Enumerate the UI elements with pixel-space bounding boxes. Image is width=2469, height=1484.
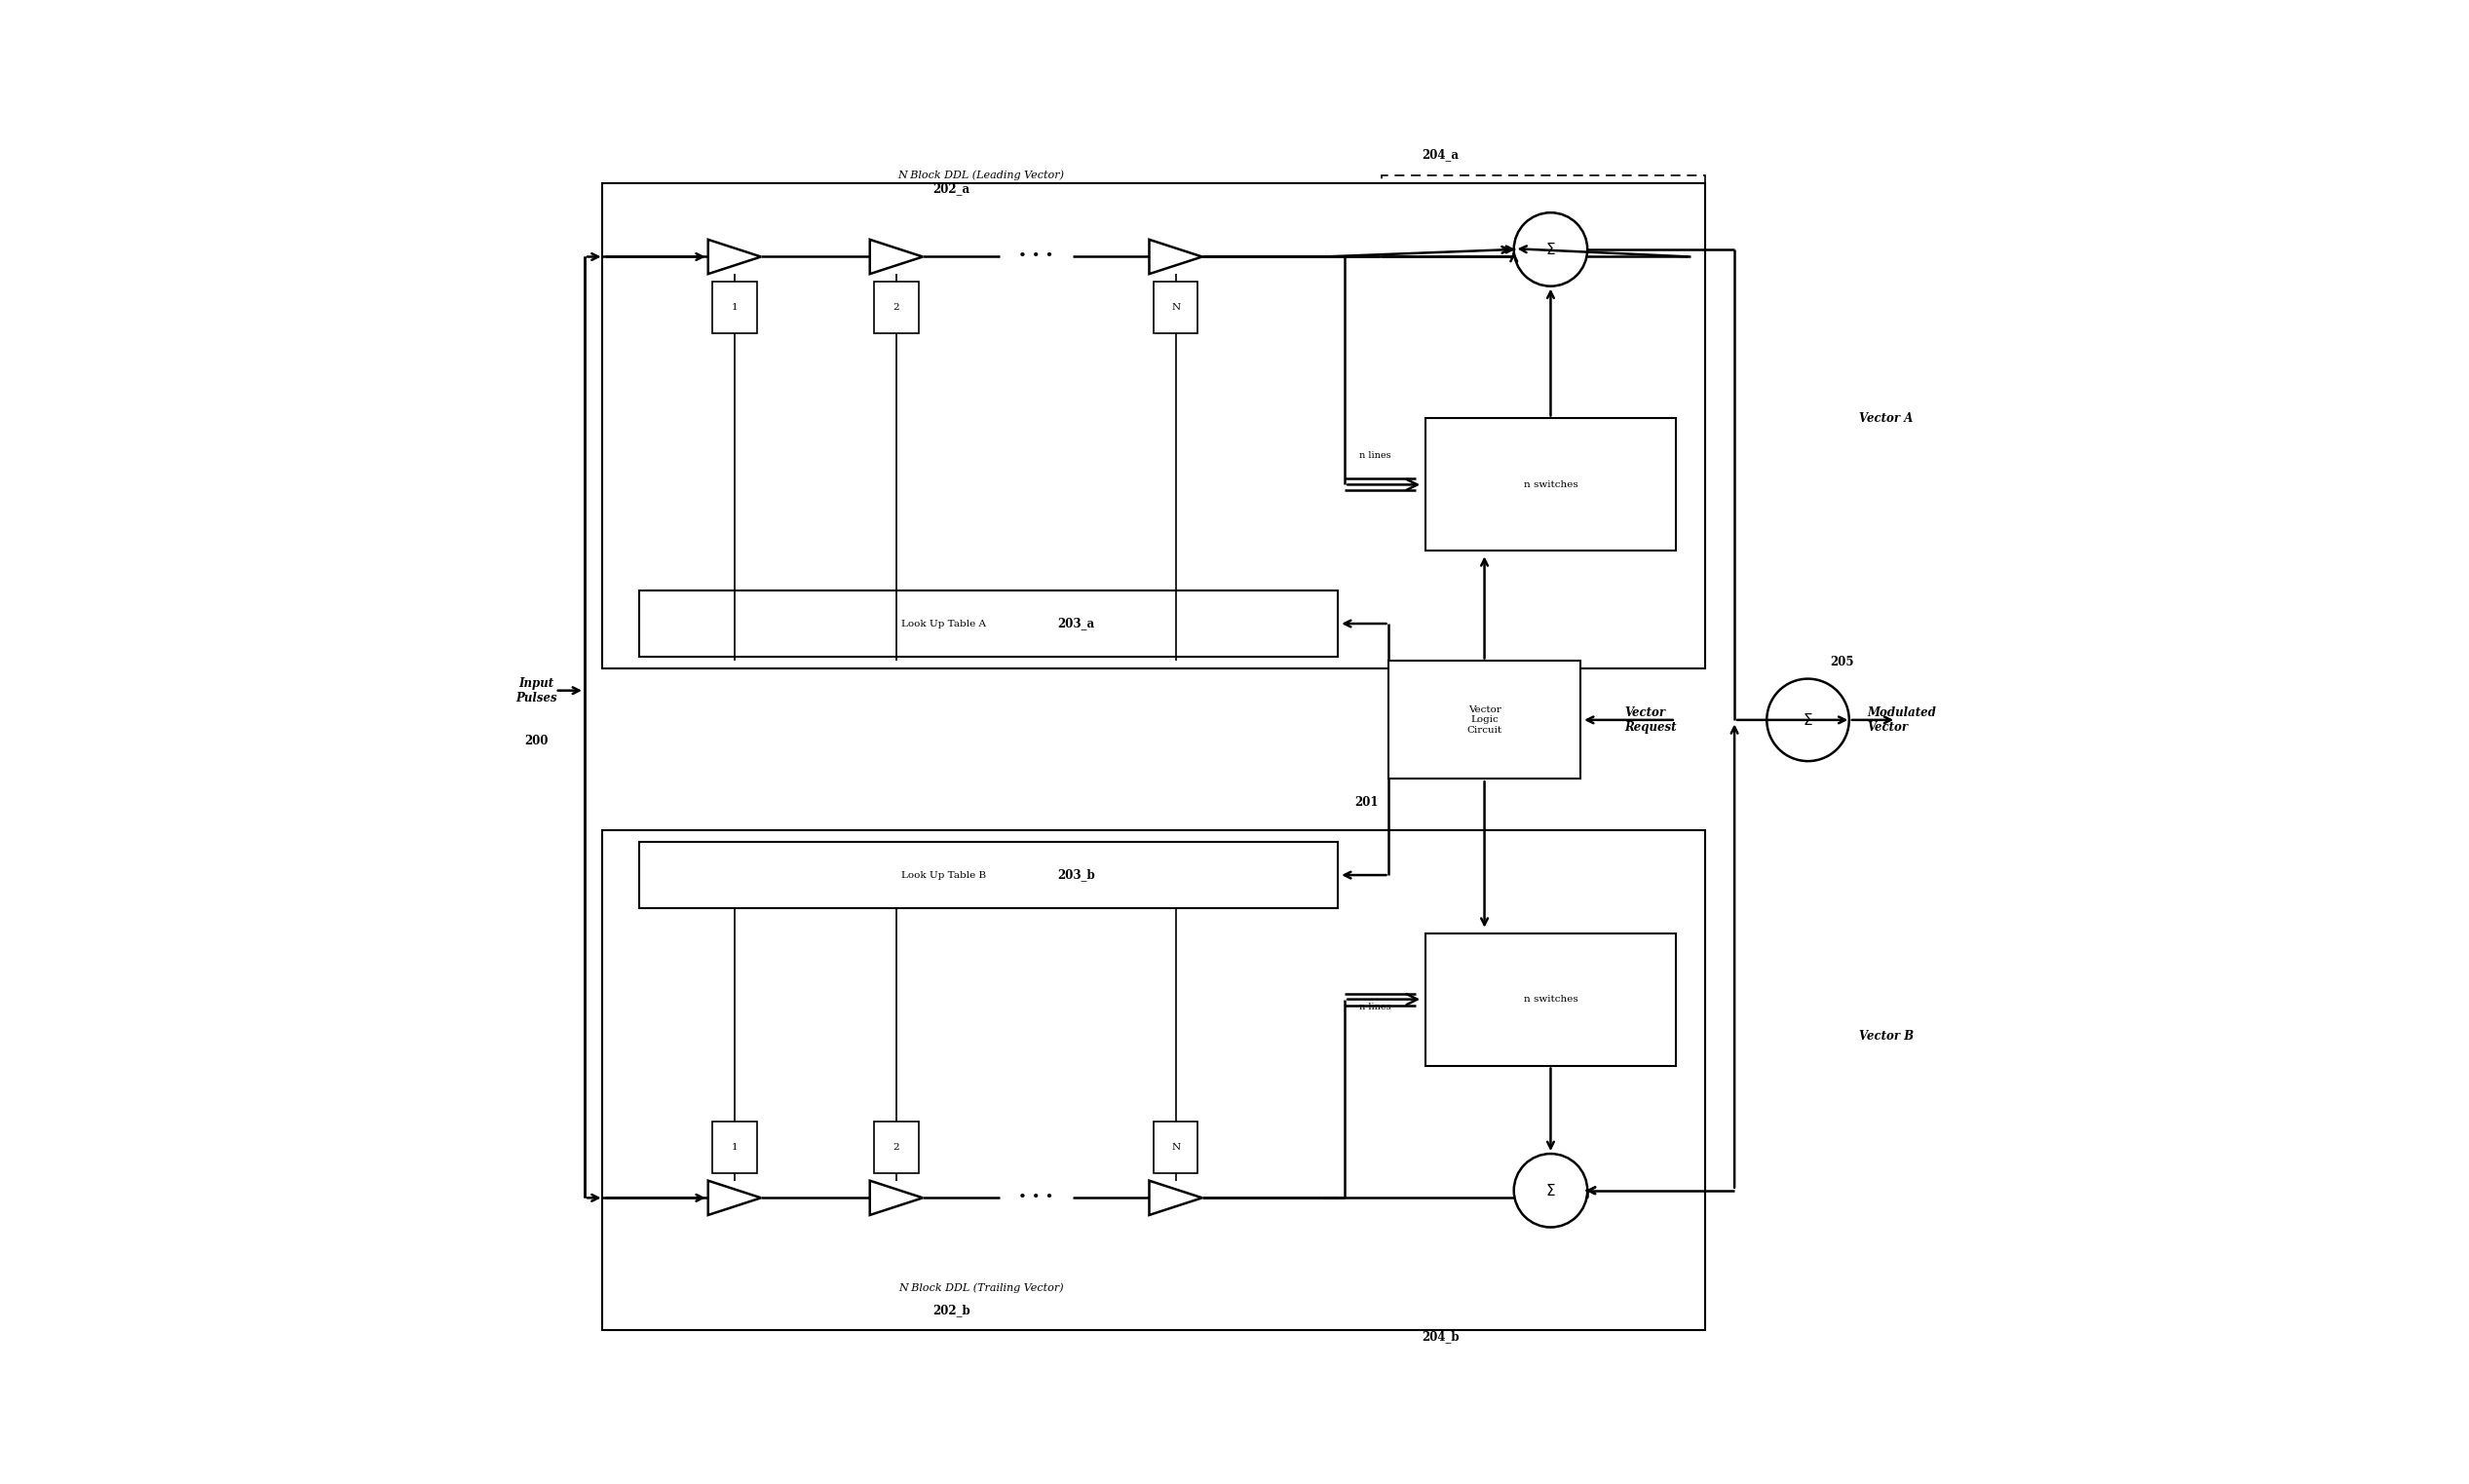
Text: N: N — [1170, 303, 1180, 312]
Text: 1: 1 — [731, 303, 738, 312]
Text: 2: 2 — [894, 1143, 899, 1152]
Polygon shape — [1148, 239, 1202, 275]
Text: Vector A: Vector A — [1859, 413, 1913, 424]
Text: 205: 205 — [1830, 656, 1854, 668]
Text: N Block DDL (Trailing Vector): N Block DDL (Trailing Vector) — [899, 1284, 1064, 1294]
Text: n switches: n switches — [1523, 481, 1578, 490]
Text: 202_b: 202_b — [933, 1304, 970, 1316]
FancyBboxPatch shape — [714, 282, 756, 332]
Text: Vector
Logic
Circuit: Vector Logic Circuit — [1467, 705, 1501, 735]
Text: N: N — [1170, 1143, 1180, 1152]
Text: Vector
Request: Vector Request — [1625, 706, 1676, 733]
Text: Input
Pulses: Input Pulses — [516, 677, 558, 705]
FancyBboxPatch shape — [714, 1122, 756, 1174]
Text: n switches: n switches — [1523, 994, 1578, 1003]
FancyBboxPatch shape — [874, 1122, 918, 1174]
Text: 2: 2 — [894, 303, 899, 312]
FancyBboxPatch shape — [1153, 282, 1197, 332]
FancyBboxPatch shape — [602, 830, 1706, 1330]
Text: 201: 201 — [1355, 797, 1378, 809]
Text: • • •: • • • — [1017, 1192, 1054, 1205]
FancyBboxPatch shape — [1425, 418, 1676, 551]
Text: 1: 1 — [731, 1143, 738, 1152]
Polygon shape — [869, 1181, 923, 1215]
Text: 203_b: 203_b — [1057, 868, 1096, 881]
Text: 204_a: 204_a — [1422, 148, 1459, 162]
FancyBboxPatch shape — [602, 183, 1706, 668]
Text: Look Up Table B: Look Up Table B — [901, 871, 988, 880]
Text: Vector B: Vector B — [1859, 1030, 1913, 1042]
FancyBboxPatch shape — [1390, 662, 1580, 779]
Text: • • •: • • • — [1017, 249, 1054, 264]
Polygon shape — [1148, 1181, 1202, 1215]
FancyBboxPatch shape — [1153, 1122, 1197, 1174]
Text: n lines: n lines — [1360, 451, 1390, 460]
FancyBboxPatch shape — [874, 282, 918, 332]
FancyBboxPatch shape — [1425, 933, 1676, 1066]
Text: Look Up Table A: Look Up Table A — [901, 619, 988, 628]
Polygon shape — [709, 1181, 760, 1215]
Text: 203_a: 203_a — [1057, 617, 1096, 631]
Text: n lines: n lines — [1360, 1002, 1390, 1011]
Circle shape — [1768, 678, 1849, 761]
Polygon shape — [869, 239, 923, 275]
Text: $\Sigma$: $\Sigma$ — [1802, 712, 1812, 727]
Text: 202_a: 202_a — [933, 183, 970, 194]
Text: N Block DDL (Leading Vector): N Block DDL (Leading Vector) — [899, 171, 1064, 180]
Text: 200: 200 — [523, 735, 548, 748]
Text: Modulated
Vector: Modulated Vector — [1867, 706, 1936, 733]
FancyBboxPatch shape — [639, 841, 1338, 908]
Polygon shape — [709, 239, 760, 275]
FancyBboxPatch shape — [639, 591, 1338, 657]
Circle shape — [1513, 1153, 1588, 1227]
Text: $\Sigma$: $\Sigma$ — [1546, 242, 1555, 257]
Text: 204_b: 204_b — [1422, 1330, 1459, 1343]
Circle shape — [1513, 212, 1588, 286]
Text: $\Sigma$: $\Sigma$ — [1546, 1183, 1555, 1198]
